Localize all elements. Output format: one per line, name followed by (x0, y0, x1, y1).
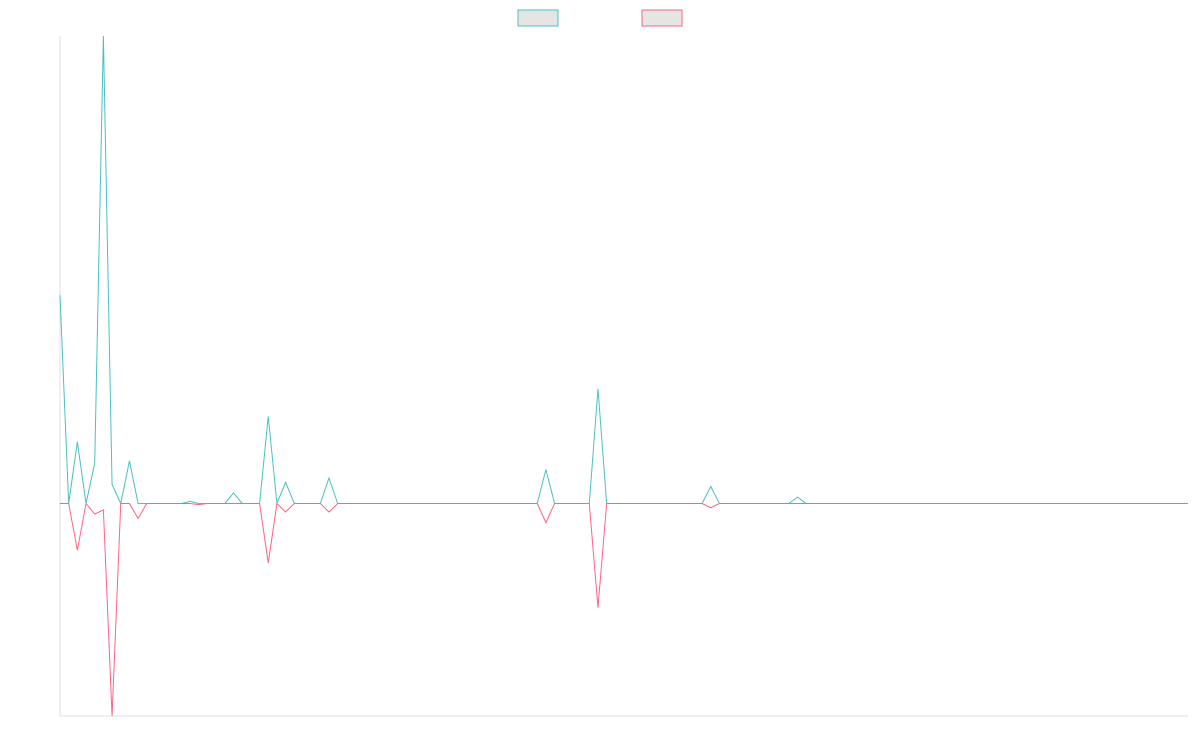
series-layer (59, 35, 1188, 717)
legend[interactable] (517, 9, 683, 27)
legend-item-2[interactable] (641, 9, 683, 27)
series-line-2 (60, 502, 1188, 717)
axes (59, 36, 1188, 717)
legend-swatch-1[interactable] (517, 9, 559, 27)
legend-item-1[interactable] (517, 9, 559, 27)
legend-swatch-2[interactable] (641, 9, 683, 27)
series-line-1 (59, 35, 1188, 506)
